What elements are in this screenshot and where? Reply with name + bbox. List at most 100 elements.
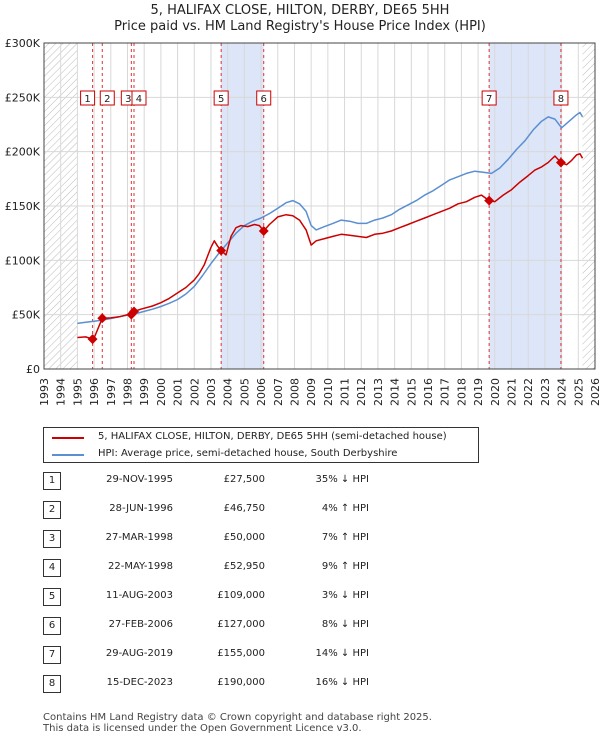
x-tick-label: 2012	[355, 378, 368, 406]
y-tick-label: £300K	[5, 37, 41, 50]
sale-label-box	[131, 90, 147, 106]
sale-label-text: 5	[218, 94, 224, 105]
table-row: 1 29-NOV-1995 £27,500 35% ↓ HPI	[43, 472, 463, 490]
x-tick-label: 1999	[138, 378, 151, 406]
sale-marker	[484, 195, 495, 206]
row-price: £155,000	[217, 648, 265, 659]
row-price: £52,950	[223, 561, 265, 572]
row-price: £190,000	[217, 677, 265, 688]
sale-label: 1	[80, 90, 96, 106]
sale-label: 7	[481, 90, 497, 106]
series-line-property	[77, 153, 584, 340]
sale-label-text: 8	[558, 94, 564, 105]
row-number-badge: 5	[43, 588, 61, 606]
x-tick-label: 1997	[105, 378, 118, 406]
y-tick-label: £150K	[5, 200, 41, 213]
x-tick-label: 2019	[472, 378, 485, 406]
sale-marker	[216, 245, 227, 256]
x-tick-label: 2015	[405, 378, 418, 406]
sale-label-box	[213, 90, 229, 106]
table-row: 5 11-AUG-2003 £109,000 3% ↓ HPI	[43, 588, 463, 606]
title-line-1: 5, HALIFAX CLOSE, HILTON, DERBY, DE65 5H…	[150, 3, 450, 18]
x-tick-label: 2020	[489, 378, 502, 406]
chart-title: 5, HALIFAX CLOSE, HILTON, DERBY, DE65 5H…	[0, 3, 600, 35]
x-tick-label: 2011	[339, 378, 352, 406]
x-tick-label: 2002	[188, 378, 201, 406]
x-tick-label: 2003	[205, 378, 218, 406]
row-date: 29-AUG-2019	[105, 648, 173, 659]
row-hpi-change: 35% ↓ HPI	[315, 474, 369, 485]
sale-marker	[258, 226, 269, 236]
x-tick-label: 2021	[506, 378, 519, 406]
row-price: £127,000	[217, 619, 265, 630]
legend-label-hpi: HPI: Average price, semi-detached house,…	[98, 448, 398, 459]
sale-label: 2	[99, 90, 115, 106]
row-hpi-change: 3% ↓ HPI	[321, 590, 369, 601]
x-tick-label: 2014	[389, 378, 402, 406]
table-row: 4 22-MAY-1998 £52,950 9% ↑ HPI	[43, 559, 463, 577]
y-tick-label: £50K	[12, 309, 41, 322]
sale-label: 4	[131, 90, 147, 106]
x-tick-label: 2006	[255, 378, 268, 406]
sale-label-box	[481, 90, 497, 106]
x-tick-label: 2023	[539, 378, 552, 406]
sale-label-text: 6	[261, 94, 267, 105]
y-tick-label: £250K	[5, 91, 41, 104]
sale-marker	[129, 306, 139, 317]
sale-label-text: 4	[136, 94, 142, 105]
x-tick-label: 2022	[522, 378, 535, 406]
sale-label: 8	[553, 90, 569, 106]
x-tick-label: 2004	[222, 378, 235, 406]
y-tick-label: £200K	[5, 146, 41, 159]
row-number-badge: 1	[43, 472, 61, 490]
row-date: 28-JUN-1996	[109, 503, 173, 514]
x-tick-label: 2026	[589, 378, 600, 406]
row-date: 11-AUG-2003	[105, 590, 173, 601]
footer-line-2: This data is licensed under the Open Gov…	[43, 723, 362, 734]
x-tick-label: 2013	[372, 378, 385, 406]
table-row: 8 15-DEC-2023 £190,000 16% ↓ HPI	[43, 675, 463, 693]
sale-label-text: 7	[486, 94, 492, 105]
row-date: 27-FEB-2006	[108, 619, 173, 630]
row-hpi-change: 16% ↓ HPI	[315, 677, 369, 688]
row-number-badge: 6	[43, 617, 61, 635]
x-tick-label: 1994	[55, 378, 68, 406]
plot-border	[43, 42, 596, 370]
x-tick-label: 2008	[288, 378, 301, 406]
x-tick-label: 2001	[172, 378, 185, 406]
footer: Contains HM Land Registry data © Crown c…	[43, 712, 432, 734]
legend: 5, HALIFAX CLOSE, HILTON, DERBY, DE65 5H…	[43, 427, 479, 463]
x-tick-label: 2007	[272, 378, 285, 406]
x-tick-label: 1993	[38, 378, 51, 406]
sale-label-box	[80, 90, 96, 106]
row-hpi-change: 8% ↓ HPI	[321, 619, 369, 630]
row-hpi-change: 4% ↑ HPI	[321, 503, 369, 514]
row-date: 15-DEC-2023	[106, 677, 173, 688]
sale-label: 5	[213, 90, 229, 106]
legend-swatch-property	[52, 437, 84, 439]
y-tick-label: £100K	[5, 254, 41, 267]
x-tick-label: 2018	[455, 378, 468, 406]
row-price: £50,000	[223, 532, 265, 543]
row-date: 22-MAY-1998	[107, 561, 173, 572]
x-tick-label: 2016	[422, 378, 435, 406]
sale-label-box	[99, 90, 115, 106]
sale-label: 6	[256, 90, 272, 106]
row-number-badge: 3	[43, 530, 61, 548]
x-tick-label: 2000	[155, 378, 168, 406]
legend-swatch-hpi	[52, 454, 84, 456]
sale-marker	[555, 157, 566, 168]
x-tick-label: 2017	[439, 378, 452, 406]
sale-label-text: 2	[104, 94, 110, 105]
x-tick-label: 2009	[305, 378, 318, 406]
title-line-2: Price paid vs. HM Land Registry's House …	[114, 19, 486, 34]
table-row: 7 29-AUG-2019 £155,000 14% ↓ HPI	[43, 646, 463, 664]
x-tick-label: 1995	[71, 378, 84, 406]
row-date: 29-NOV-1995	[106, 474, 173, 485]
row-price: £27,500	[223, 474, 265, 485]
x-tick-label: 2025	[572, 378, 585, 406]
x-tick-label: 2010	[322, 378, 335, 406]
row-number-badge: 2	[43, 501, 61, 519]
sale-label-box	[256, 90, 272, 106]
